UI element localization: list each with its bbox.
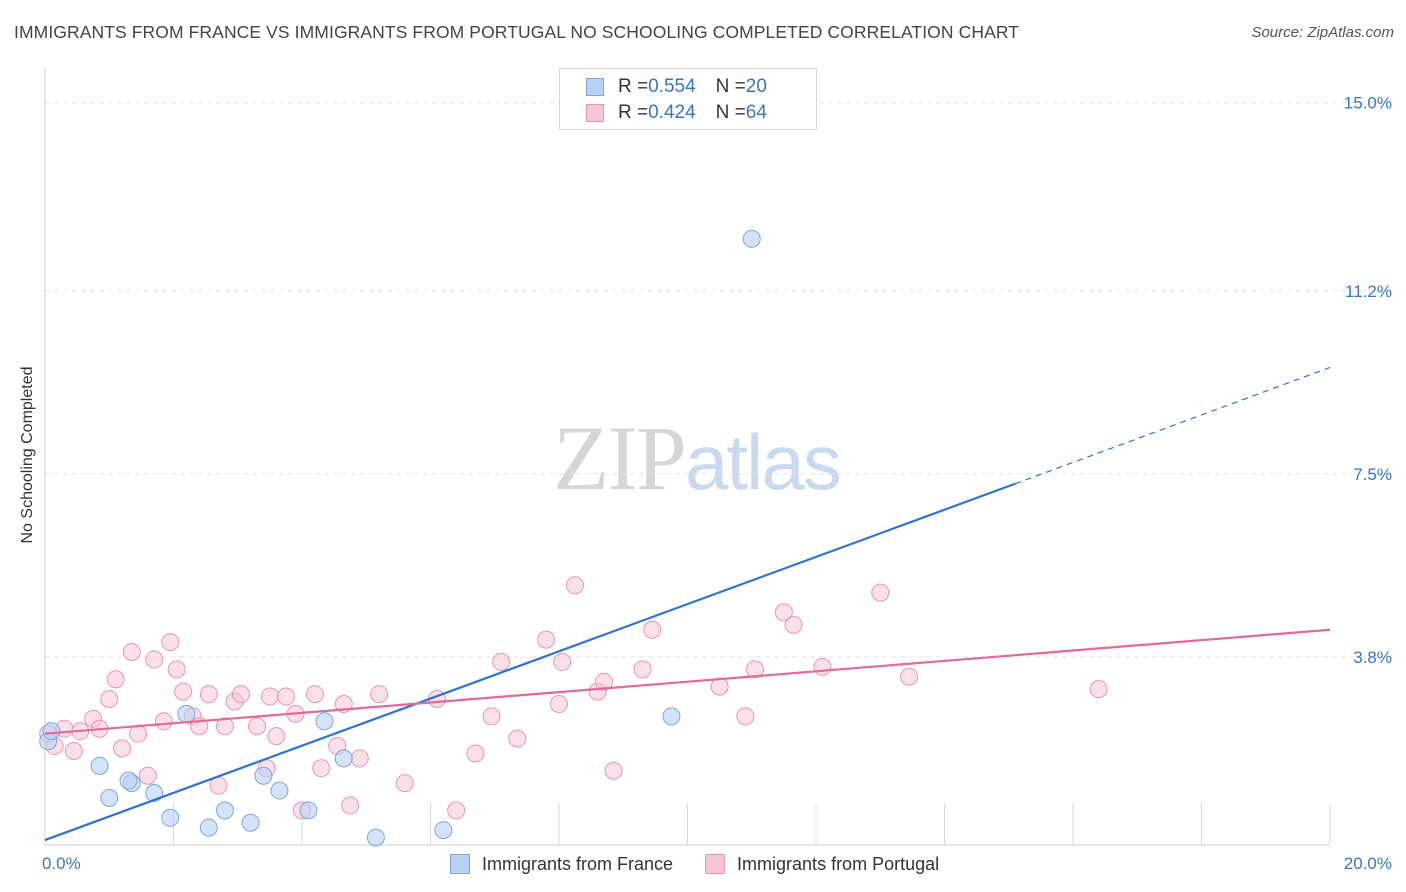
chart-title: IMMIGRANTS FROM FRANCE VS IMMIGRANTS FRO… (14, 22, 1020, 42)
series-name-france: Immigrants from France (482, 853, 674, 874)
legend-r-label-france: R = (618, 76, 649, 97)
watermark-zip: ZIP (553, 407, 687, 509)
france-point (366, 828, 385, 847)
portugal-point (594, 672, 613, 691)
portugal-point (106, 670, 125, 689)
portugal-point (1089, 680, 1108, 699)
portugal-point (395, 774, 414, 793)
legend-r-value-france: 0.554 (648, 76, 696, 97)
portugal-point (566, 576, 585, 595)
portugal-point (508, 729, 527, 748)
france-point (241, 813, 260, 832)
portugal-point (341, 796, 360, 815)
portugal-point (492, 652, 511, 671)
portugal-trend-line (44, 628, 1331, 735)
series-legend-france: Immigrants from France (450, 854, 673, 875)
portugal-point (248, 717, 267, 736)
portugal-point (154, 712, 173, 731)
portugal-point (871, 583, 890, 602)
portugal-point (138, 766, 157, 785)
portugal-point (267, 727, 286, 746)
x-tick-label: 20.0% (1344, 854, 1392, 873)
portugal-point (710, 677, 729, 696)
france-point (662, 707, 681, 726)
france-trend-line (44, 482, 1016, 842)
france-point (199, 818, 218, 837)
portugal-point (215, 717, 234, 736)
portugal-point (553, 652, 572, 671)
portugal-point (643, 620, 662, 639)
legend-r-label-portugal: R = (618, 102, 649, 123)
portugal-point (122, 643, 141, 662)
legend-n-label-france: N = (715, 76, 746, 97)
france-point (254, 766, 273, 785)
portugal-point (813, 657, 832, 676)
watermark-atlas: atlas (685, 418, 842, 506)
france-point (90, 756, 109, 775)
series-swatch-france (450, 854, 470, 874)
source-credit: Source: ZipAtlas.com (1251, 24, 1394, 41)
france-point (315, 712, 334, 731)
legend-n-value-portugal: 64 (745, 102, 767, 123)
series-swatch-portugal (705, 854, 726, 874)
portugal-point (276, 687, 295, 706)
legend-row-portugal: R = 0.424 N = 64 (586, 100, 767, 126)
portugal-point (466, 744, 485, 763)
portugal-point (370, 685, 389, 704)
portugal-point (145, 650, 164, 669)
france-point (334, 749, 353, 768)
france-point (161, 808, 180, 827)
france-point (177, 704, 196, 723)
legend-swatch-france (586, 78, 604, 96)
y-tick-label: 3.8% (1353, 648, 1392, 667)
portugal-point (260, 687, 279, 706)
france-point (100, 788, 119, 807)
legend-row-france: R = 0.554 N = 20 (586, 74, 767, 100)
series-name-portugal: Immigrants from Portugal (737, 853, 940, 874)
portugal-point (161, 633, 180, 652)
portugal-point (305, 685, 324, 704)
legend-n-label-portugal: N = (715, 102, 746, 123)
portugal-point (167, 660, 186, 679)
france-point (270, 781, 289, 800)
france-point (42, 722, 61, 741)
legend-r-value-portugal: 0.424 (648, 102, 696, 123)
portugal-point (174, 682, 193, 701)
portugal-point (604, 761, 623, 780)
france-point (434, 821, 453, 840)
portugal-point (312, 759, 331, 778)
france-point (299, 801, 318, 820)
y-tick-label: 7.5% (1353, 465, 1392, 484)
france-point (215, 801, 234, 820)
portugal-point (550, 694, 568, 713)
portugal-point (199, 685, 218, 704)
portugal-point (745, 660, 764, 679)
portugal-point (100, 690, 119, 709)
x-tick-label: 0.0% (42, 854, 81, 873)
portugal-point (784, 615, 803, 634)
portugal-point (537, 630, 556, 649)
y-tick-label: 15.0% (1344, 94, 1392, 113)
portugal-point (900, 667, 919, 686)
portugal-point (774, 603, 793, 622)
portugal-point (482, 707, 501, 726)
y-tick-label: 11.2% (1345, 282, 1392, 301)
portugal-point (350, 749, 369, 768)
correlation-legend: R = 0.554 N = 20 R = 0.424 N = 64 (559, 68, 817, 130)
portugal-point (231, 685, 250, 704)
portugal-point (736, 707, 755, 726)
portugal-point (113, 739, 132, 758)
legend-n-value-france: 20 (745, 76, 767, 97)
legend-swatch-portugal (586, 104, 604, 122)
series-legend: Immigrants from France Immigrants from P… (450, 852, 971, 876)
portugal-point (64, 741, 83, 760)
series-legend-portugal: Immigrants from Portugal (705, 854, 939, 875)
watermark: ZIPatlas (553, 405, 842, 511)
portugal-point (633, 660, 652, 679)
france-trend-extension (1014, 366, 1331, 485)
france-point (119, 771, 138, 790)
france-point (742, 229, 761, 248)
portugal-point (447, 801, 466, 820)
